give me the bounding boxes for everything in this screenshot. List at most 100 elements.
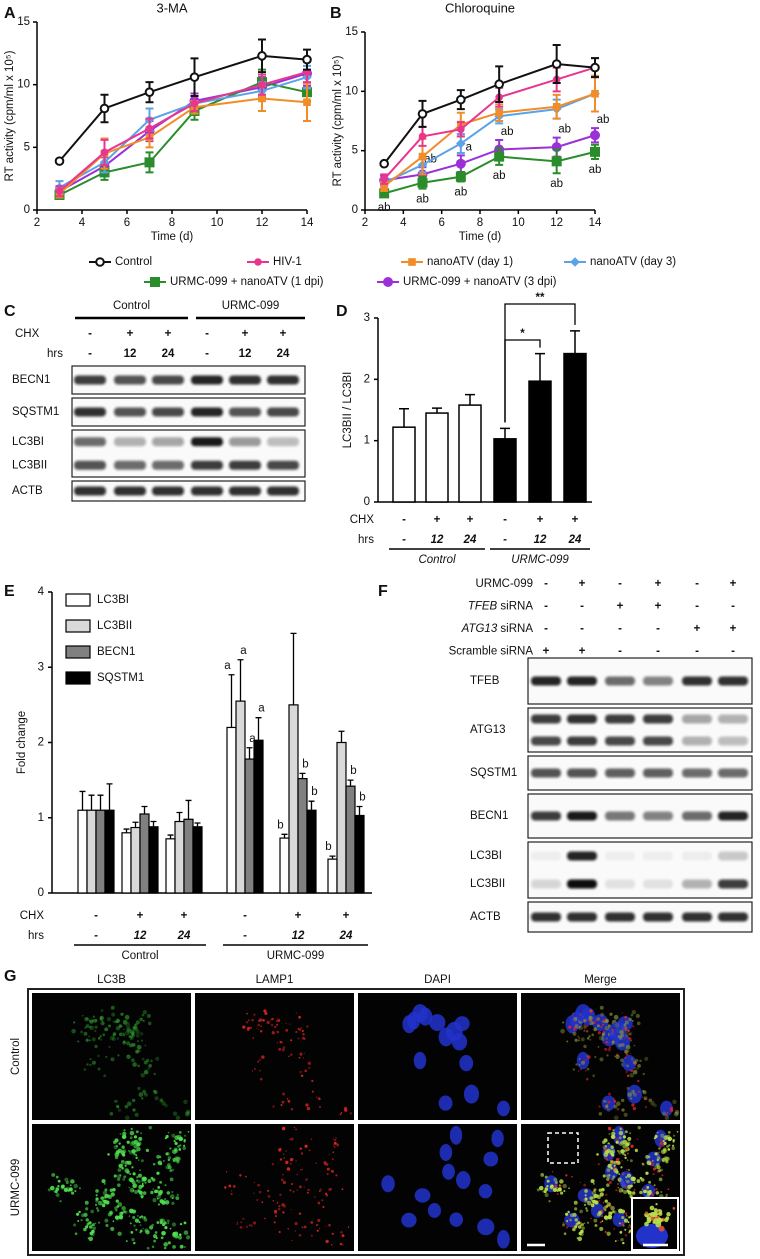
lc3b-signal bbox=[632, 1092, 637, 1097]
lc3b-signal bbox=[122, 1153, 126, 1157]
blot-band bbox=[682, 768, 712, 778]
lc3b-signal bbox=[167, 1222, 170, 1225]
lc3b-signal bbox=[646, 1185, 650, 1189]
lamp1-signal bbox=[300, 1074, 304, 1078]
lc3b-signal bbox=[664, 1115, 670, 1120]
condition-value: + bbox=[165, 328, 172, 340]
lc3b-signal bbox=[73, 1223, 77, 1227]
lc3b-signal bbox=[114, 1099, 119, 1104]
treatment-sign: + bbox=[655, 601, 662, 613]
micrograph bbox=[521, 993, 680, 1120]
lc3b-signal bbox=[611, 1153, 615, 1157]
lc3b-signal bbox=[587, 1036, 590, 1040]
lc3b-signal bbox=[666, 1145, 669, 1148]
blot-band bbox=[191, 437, 223, 447]
lamp1-signal bbox=[253, 1192, 255, 1194]
condition-value: - bbox=[205, 328, 209, 340]
lamp1-signal bbox=[318, 1098, 321, 1101]
lamp1-signal bbox=[586, 1030, 589, 1033]
condition-label: CHX bbox=[350, 514, 375, 526]
lamp1-signal bbox=[626, 1152, 629, 1155]
lc3b-signal bbox=[596, 1024, 600, 1028]
lc3b-signal bbox=[47, 1188, 51, 1192]
lc3b-signal bbox=[577, 1221, 581, 1225]
blot-band bbox=[114, 375, 146, 385]
lc3b-signal bbox=[84, 1017, 89, 1022]
lamp1-signal bbox=[612, 1098, 615, 1100]
lc3b-signal bbox=[91, 1037, 96, 1042]
error-bar bbox=[290, 632, 297, 705]
lamp1-signal bbox=[277, 1020, 280, 1023]
lc3b-signal bbox=[606, 1183, 610, 1187]
lamp1-signal bbox=[611, 1022, 613, 1025]
lc3b-signal bbox=[128, 1043, 133, 1048]
lc3b-signal bbox=[616, 1149, 620, 1152]
lc3b-signal bbox=[544, 1175, 548, 1179]
significance-label: * bbox=[520, 328, 525, 340]
condition-label: hrs bbox=[28, 930, 44, 942]
lamp1-signal bbox=[267, 1189, 270, 1192]
lc3b-signal bbox=[636, 1067, 639, 1070]
lamp1-signal bbox=[631, 1103, 635, 1107]
lc3b-signal bbox=[89, 1025, 95, 1031]
lc3b-signal bbox=[171, 1197, 174, 1199]
blot-band bbox=[718, 768, 748, 778]
lamp1-signal bbox=[303, 1052, 305, 1055]
lc3b-signal bbox=[668, 1144, 671, 1147]
blot-label: ATG13 bbox=[470, 724, 506, 736]
lamp1-signal bbox=[606, 1041, 609, 1044]
lamp1-signal bbox=[251, 1018, 254, 1022]
lamp1-signal bbox=[341, 1234, 345, 1238]
lc3b-signal bbox=[139, 1017, 143, 1022]
row-label: Control bbox=[10, 1038, 22, 1075]
lc3b-signal bbox=[574, 1225, 578, 1228]
lamp1-signal bbox=[325, 1225, 327, 1228]
lc3b-signal bbox=[567, 1210, 570, 1214]
chart-title: Chloroquine bbox=[445, 0, 515, 15]
data-point bbox=[494, 151, 505, 162]
lamp1-signal bbox=[611, 1160, 615, 1165]
lamp1-signal bbox=[279, 1158, 283, 1161]
lamp1-signal bbox=[289, 1023, 291, 1025]
lamp1-signal bbox=[616, 1208, 619, 1211]
lc3b-signal bbox=[128, 1215, 131, 1217]
lc3b-signal bbox=[143, 1092, 146, 1095]
lc3b-signal bbox=[663, 1141, 667, 1146]
legend-swatch bbox=[65, 593, 91, 607]
lamp1-signal bbox=[333, 1145, 336, 1149]
lc3b-signal bbox=[592, 1074, 596, 1078]
blot-band bbox=[643, 879, 673, 889]
lamp1-signal bbox=[298, 1212, 302, 1215]
lc3b-signal bbox=[653, 1137, 656, 1140]
x-tick-label: 8 bbox=[169, 217, 175, 229]
lc3b-signal bbox=[129, 1136, 133, 1140]
lc3b-signal bbox=[156, 1197, 159, 1200]
significance-letter: b bbox=[302, 758, 308, 770]
condition-value: - bbox=[94, 910, 98, 922]
data-point bbox=[258, 94, 266, 103]
error-bar bbox=[97, 794, 104, 811]
lamp1-signal bbox=[292, 1158, 294, 1160]
lamp1-signal bbox=[274, 1025, 277, 1028]
y-tick-label: 1 bbox=[364, 435, 370, 447]
lc3b-signal bbox=[108, 1045, 111, 1048]
bar bbox=[235, 700, 246, 894]
blot-band bbox=[718, 676, 748, 686]
lamp1-signal bbox=[307, 1061, 311, 1065]
lc3b-signal bbox=[138, 1092, 144, 1097]
blot-band bbox=[643, 714, 673, 724]
inset-signal bbox=[652, 1220, 656, 1224]
lc3b-signal bbox=[84, 1026, 87, 1029]
lamp1-signal bbox=[306, 1191, 309, 1194]
lc3b-signal bbox=[104, 1218, 109, 1223]
x-tick-label: 12 bbox=[550, 217, 563, 229]
lc3b-signal bbox=[645, 1154, 649, 1159]
series-line bbox=[59, 76, 308, 189]
lamp1-signal bbox=[637, 1079, 640, 1083]
lc3b-signal bbox=[125, 1023, 131, 1028]
lamp1-signal bbox=[298, 1233, 302, 1237]
lamp1-signal bbox=[321, 1199, 324, 1202]
lamp1-signal bbox=[281, 1203, 285, 1207]
lc3b-signal bbox=[100, 1196, 104, 1200]
blot-band bbox=[567, 879, 597, 889]
